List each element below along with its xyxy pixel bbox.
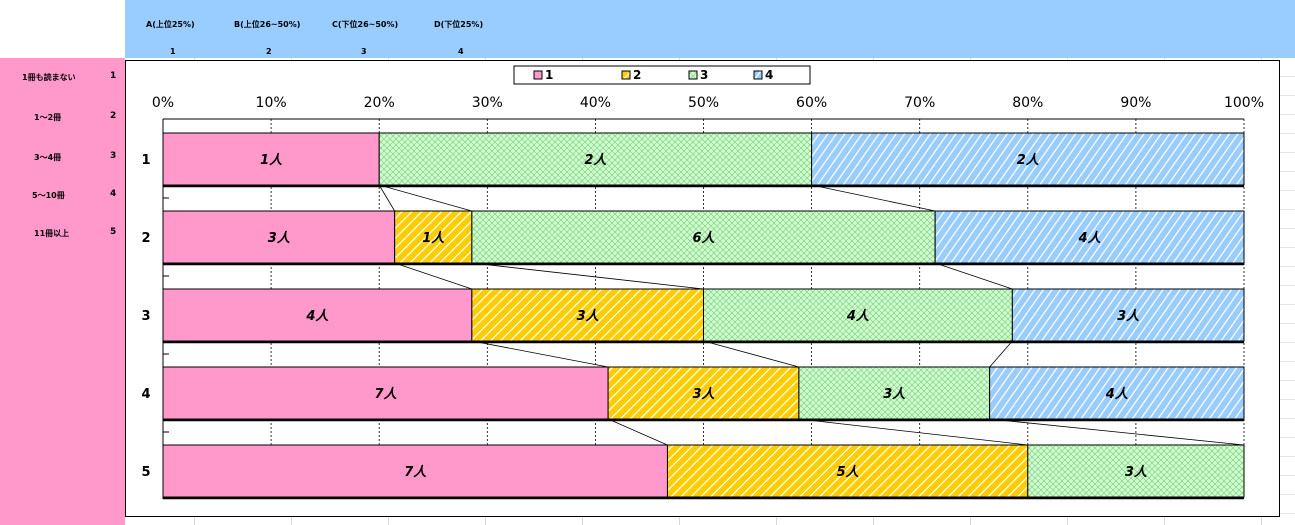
legend-swatch xyxy=(688,70,698,80)
legend-box xyxy=(513,65,811,85)
sidebar-label-5: 11冊以上 xyxy=(34,229,70,238)
bar-segment xyxy=(471,210,936,264)
x-tick-label: 70% xyxy=(904,95,935,111)
legend-label: 4 xyxy=(765,68,773,82)
bar-segment xyxy=(703,288,1013,342)
bar-segment xyxy=(811,132,1245,186)
bar-segment xyxy=(162,366,609,420)
x-tick-label: 60% xyxy=(796,95,827,111)
bar-segment xyxy=(798,366,991,420)
bar-segment xyxy=(162,288,473,342)
series-line xyxy=(378,184,395,212)
x-tick-label: 0% xyxy=(152,95,174,111)
bar-segment xyxy=(989,366,1245,420)
legend-label: 3 xyxy=(700,68,708,82)
category-label: 5 xyxy=(141,465,150,480)
legend-swatch xyxy=(621,70,631,80)
x-tick-label: 40% xyxy=(580,95,611,111)
sidebar-number-1: 1 xyxy=(110,71,117,81)
category-label: 3 xyxy=(141,309,150,324)
bar-segment xyxy=(666,444,1029,498)
header-label-a: A(上位25%) xyxy=(146,20,195,29)
x-tick-label: 100% xyxy=(1224,95,1264,111)
chart-area: 0% 10% 20% 30% 40% 50% 60% 70% 80% 90% 100% 1人 2人 2人 1… xyxy=(125,60,1280,517)
data-label: 3人 xyxy=(1117,308,1140,324)
series-line xyxy=(811,184,936,212)
data-label: 2人 xyxy=(584,152,607,168)
header-label-c: C(下位26~50%) xyxy=(332,20,399,29)
legend-swatch xyxy=(753,70,763,80)
header-band xyxy=(125,0,1295,58)
data-label: 5人 xyxy=(837,464,860,480)
x-tick-label: 80% xyxy=(1012,95,1043,111)
sidebar-number-3: 3 xyxy=(110,151,117,161)
series-line xyxy=(379,184,472,212)
header-number-1: 1 xyxy=(170,47,176,56)
data-label: 3人 xyxy=(268,230,291,246)
bar-segment xyxy=(934,210,1245,264)
data-label: 4人 xyxy=(305,308,329,324)
header-label-d: D(下位25%) xyxy=(434,20,484,29)
data-label: 6人 xyxy=(692,230,715,246)
sidebar-number-2: 2 xyxy=(110,111,117,121)
sidebar-label-3: 3～4冊 xyxy=(34,153,62,162)
series-line xyxy=(798,418,1028,446)
bar-segment xyxy=(1027,444,1245,498)
data-label: 3人 xyxy=(1125,464,1148,480)
series-line xyxy=(989,418,1245,446)
category-label: 1 xyxy=(141,153,150,168)
series-line xyxy=(703,340,799,368)
category-label: 2 xyxy=(141,231,150,246)
sidebar-number-5: 5 xyxy=(110,227,117,237)
data-label: 1人 xyxy=(422,230,445,246)
data-label: 3人 xyxy=(577,308,600,324)
header-number-2: 2 xyxy=(266,47,272,56)
x-tick-label: 50% xyxy=(688,95,719,111)
legend-label: 1 xyxy=(545,68,553,82)
sidebar-number-4: 4 xyxy=(110,189,117,199)
data-label: 4人 xyxy=(846,308,870,324)
bar-segment xyxy=(471,288,704,342)
sidebar-label-1: 1冊も読まない xyxy=(22,73,76,82)
sidebar-label-4: 5～10冊 xyxy=(32,191,65,200)
data-label: 7人 xyxy=(375,386,398,402)
bar-segment xyxy=(378,132,813,186)
data-label: 4人 xyxy=(1105,386,1129,402)
category-label: 4 xyxy=(141,387,150,402)
stacked-bar-chart: 0% 10% 20% 30% 40% 50% 60% 70% 80% 90% 100% 1人 2人 2人 1… xyxy=(141,65,1264,500)
bar-segment xyxy=(1011,288,1245,342)
sidebar-label-2: 1～2冊 xyxy=(34,113,62,122)
data-label: 4人 xyxy=(1078,230,1102,246)
legend-label: 2 xyxy=(633,68,641,82)
x-tick-label: 30% xyxy=(472,95,503,111)
category-sidebar xyxy=(0,58,125,525)
header-label-b: B(上位26~50%) xyxy=(234,20,301,29)
x-tick-label: 10% xyxy=(256,95,287,111)
corner-cell xyxy=(0,0,126,58)
series-line xyxy=(471,262,704,290)
legend-swatch xyxy=(533,70,543,80)
series-line xyxy=(989,340,1013,368)
data-label: 3人 xyxy=(883,386,906,402)
data-label: 3人 xyxy=(692,386,715,402)
data-label: 2人 xyxy=(1017,152,1040,168)
series-line xyxy=(935,262,1013,290)
x-tick-label: 90% xyxy=(1120,95,1151,111)
header-number-4: 4 xyxy=(458,47,464,56)
header-number-3: 3 xyxy=(361,47,367,56)
series-line xyxy=(394,262,472,290)
series-line xyxy=(471,340,609,368)
data-label: 7人 xyxy=(404,464,427,480)
bar-segment xyxy=(162,444,668,498)
series-line xyxy=(607,418,668,446)
x-tick-label: 20% xyxy=(364,95,395,111)
data-label: 1人 xyxy=(260,152,283,168)
